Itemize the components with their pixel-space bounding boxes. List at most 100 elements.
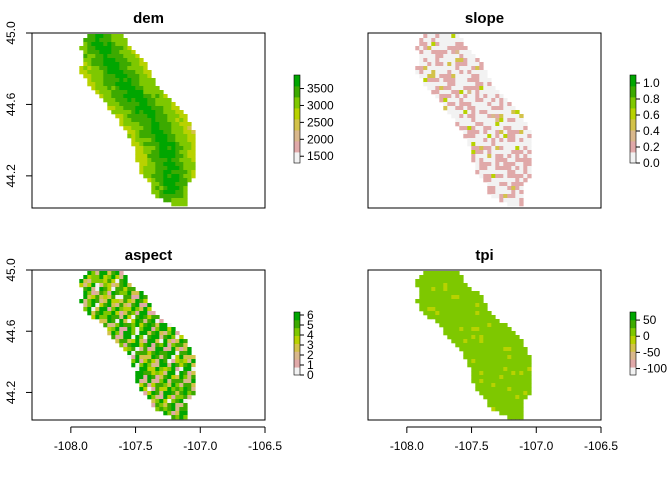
raster-cell xyxy=(455,58,460,63)
raster-cell xyxy=(135,303,140,308)
raster-cell xyxy=(175,379,180,384)
raster-cell xyxy=(139,307,144,312)
raster-cell xyxy=(155,138,160,143)
raster-cell xyxy=(139,355,144,360)
raster-cell xyxy=(139,347,144,352)
raster-cell xyxy=(183,186,188,191)
raster-cell xyxy=(183,126,188,131)
raster-cell xyxy=(179,351,184,356)
raster-cell xyxy=(483,134,488,139)
raster-cell xyxy=(191,367,196,372)
raster-cell xyxy=(451,46,456,51)
raster-cell xyxy=(503,403,508,408)
raster-cell xyxy=(107,46,112,51)
raster-cell xyxy=(111,335,116,340)
legend-swatch xyxy=(294,108,300,111)
raster-cell xyxy=(471,66,476,71)
raster-cell xyxy=(163,134,168,139)
raster-cell xyxy=(179,186,184,191)
legend-swatch xyxy=(294,365,300,368)
raster-cell xyxy=(479,371,484,376)
raster-cell xyxy=(167,323,172,328)
raster-cell xyxy=(431,287,436,292)
raster-cell xyxy=(467,90,472,95)
raster-cell xyxy=(503,323,508,328)
raster-cell xyxy=(163,351,168,356)
raster-cell xyxy=(155,158,160,163)
raster-cell xyxy=(491,162,496,167)
raster-cell xyxy=(495,134,500,139)
raster-cell xyxy=(111,102,116,107)
raster-cell xyxy=(175,339,180,344)
legend-swatch xyxy=(294,334,300,337)
raster-cell xyxy=(419,50,424,55)
raster-cell xyxy=(119,287,124,292)
raster-cell xyxy=(483,138,488,143)
raster-cell xyxy=(475,146,480,151)
raster-cell xyxy=(103,98,108,103)
raster-cell xyxy=(523,126,528,131)
raster-cell xyxy=(463,299,468,304)
raster-cell xyxy=(475,339,480,344)
raster-cell xyxy=(507,331,512,336)
raster-cell xyxy=(495,391,500,396)
raster-cell xyxy=(167,343,172,348)
raster-cell xyxy=(487,178,492,183)
legend-swatch xyxy=(630,92,636,96)
raster-cell xyxy=(515,114,520,119)
raster-cell xyxy=(467,70,472,75)
raster-cell xyxy=(503,375,508,380)
raster-cell xyxy=(107,307,112,312)
raster-cell xyxy=(471,335,476,340)
legend-swatch xyxy=(630,152,636,155)
raster-cell xyxy=(479,86,484,91)
raster-cell xyxy=(499,367,504,372)
raster-cell xyxy=(159,146,164,151)
raster-cell xyxy=(151,335,156,340)
raster-cell xyxy=(507,202,512,207)
raster-cell xyxy=(507,399,512,404)
raster-cell xyxy=(471,363,476,368)
raster-cell xyxy=(171,154,176,159)
raster-cell xyxy=(179,134,184,139)
raster-cell xyxy=(143,102,148,107)
raster-cell xyxy=(163,114,168,119)
raster-cell xyxy=(95,74,100,79)
raster-cell xyxy=(479,343,484,348)
raster-cell xyxy=(159,375,164,380)
raster-cell xyxy=(99,319,104,324)
raster-cell xyxy=(119,46,124,51)
raster-cell xyxy=(139,118,144,123)
raster-cell xyxy=(119,50,124,55)
raster-cell xyxy=(495,94,500,99)
raster-cell xyxy=(511,178,516,183)
raster-cell xyxy=(107,299,112,304)
raster-cell xyxy=(87,303,92,308)
raster-cell xyxy=(79,283,84,288)
raster-cell xyxy=(171,391,176,396)
raster-cell xyxy=(131,315,136,320)
raster-cell xyxy=(107,58,112,63)
raster-cell xyxy=(503,194,508,199)
raster-cell xyxy=(171,194,176,199)
legend-swatch xyxy=(294,363,300,366)
raster-cell xyxy=(423,50,428,55)
raster-cell xyxy=(95,275,100,280)
raster-cell xyxy=(427,86,432,91)
legend-swatch xyxy=(630,367,636,370)
legend-swatch xyxy=(294,123,300,126)
raster-cell xyxy=(155,98,160,103)
raster-cell xyxy=(487,154,492,159)
raster-cell xyxy=(87,74,92,79)
raster-cell xyxy=(171,415,176,420)
raster-cell xyxy=(491,339,496,344)
raster-cell xyxy=(127,355,132,360)
raster-cell xyxy=(143,166,148,171)
raster-cell xyxy=(163,146,168,151)
raster-cell xyxy=(495,407,500,412)
raster-cell xyxy=(463,98,468,103)
raster-cell xyxy=(511,347,516,352)
raster-cell xyxy=(151,339,156,344)
raster-cell xyxy=(107,86,112,91)
raster-cell xyxy=(131,50,136,55)
